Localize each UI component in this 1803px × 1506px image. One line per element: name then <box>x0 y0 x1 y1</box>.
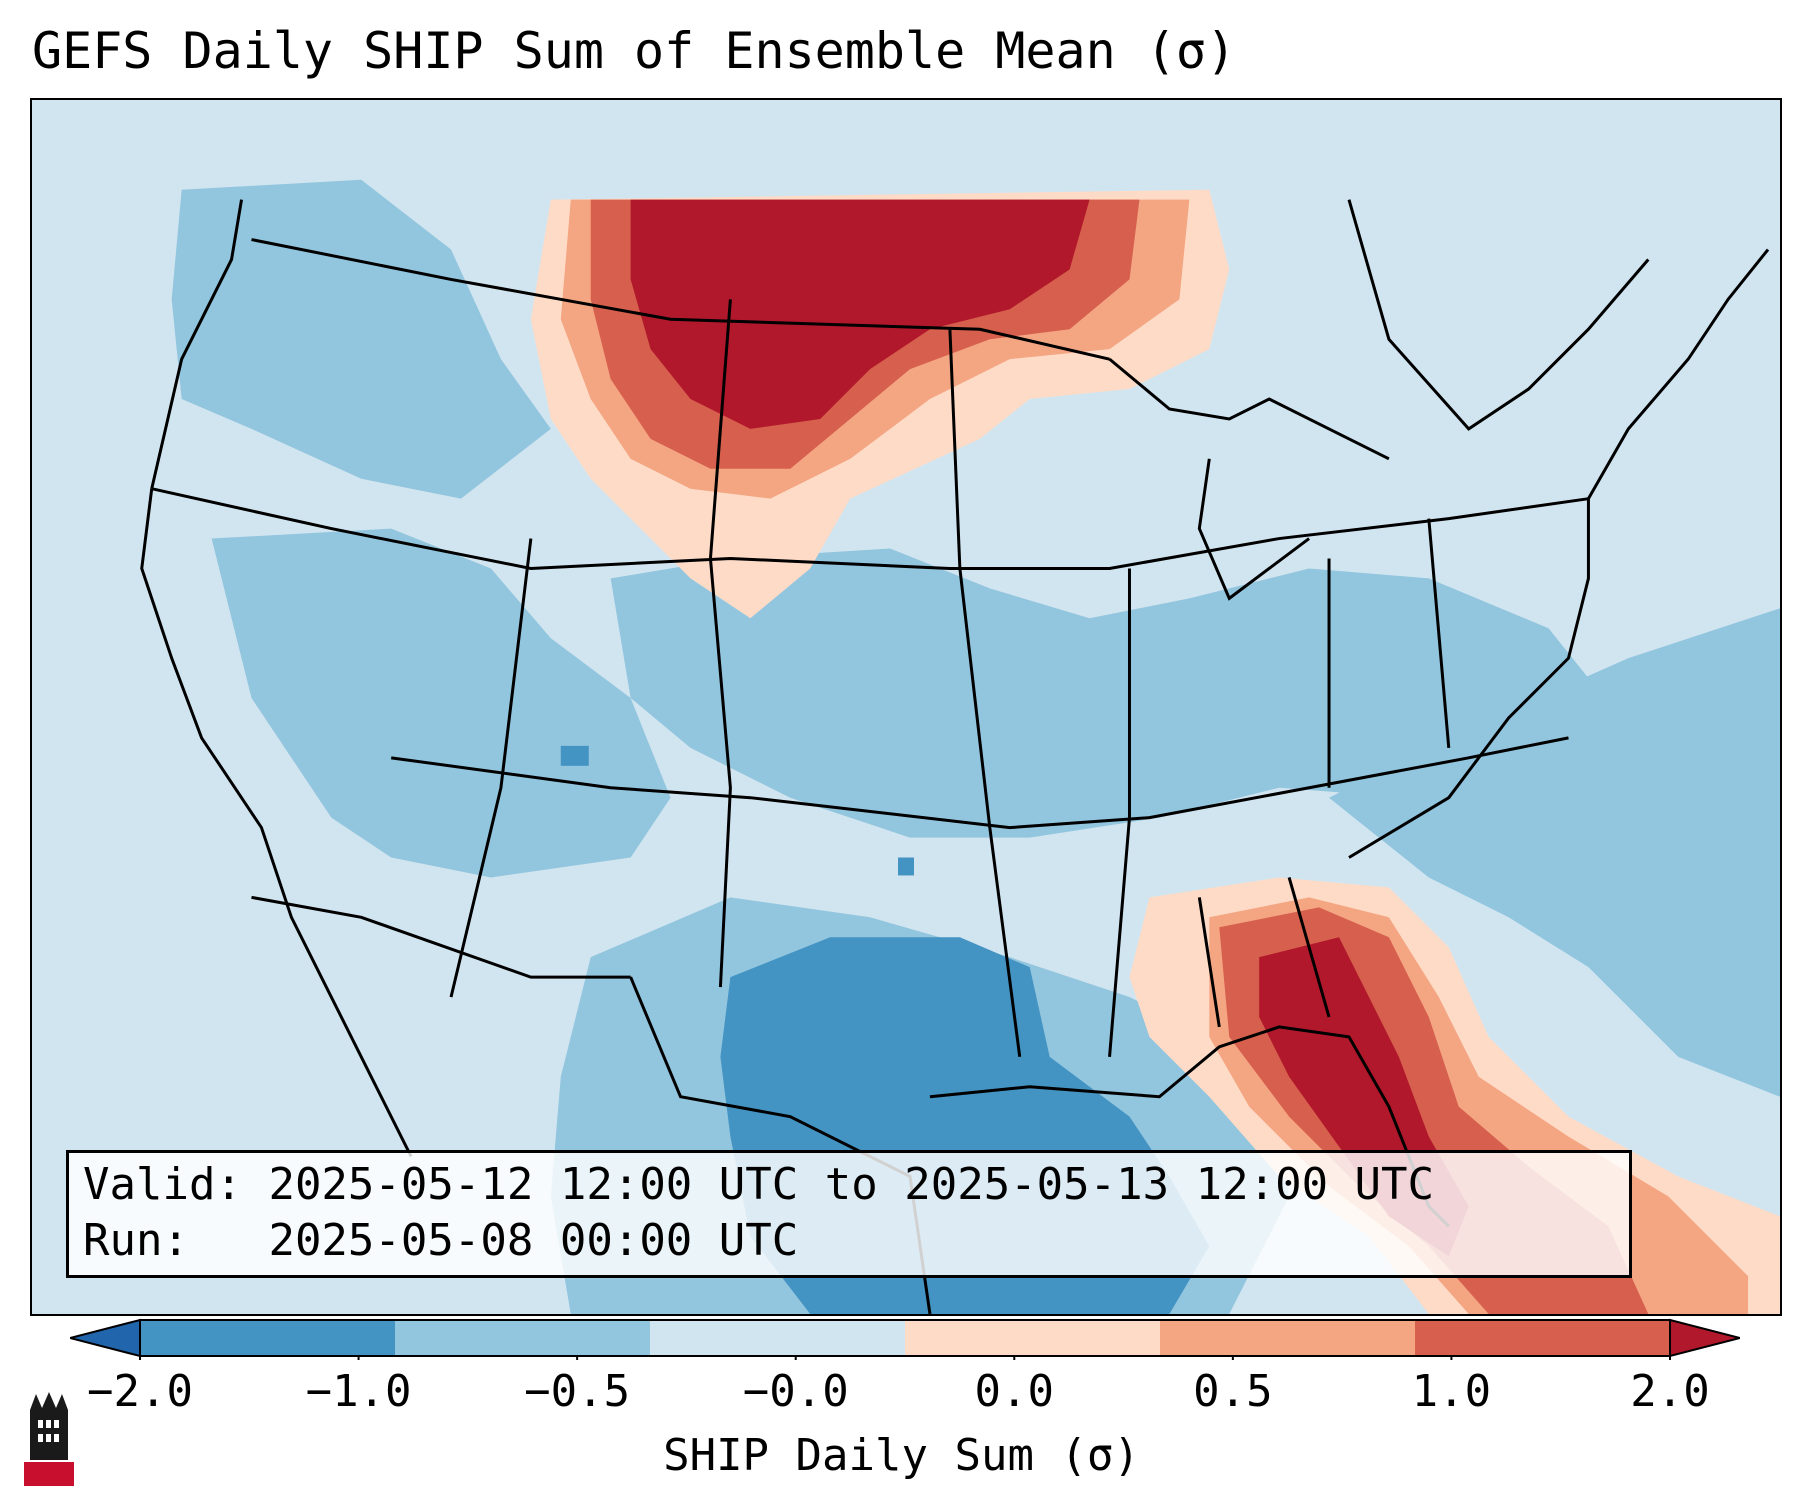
colorbar-tick-label: −0.5 <box>524 1366 631 1417</box>
info-box: Valid: 2025-05-12 12:00 UTC to 2025-05-1… <box>66 1150 1632 1278</box>
run-line: Run: 2025-05-08 00:00 UTC <box>83 1213 1629 1269</box>
map-panel <box>30 98 1782 1316</box>
colorbar-label: SHIP Daily Sum (σ) <box>663 1430 1140 1481</box>
colorbar-tick-label: −1.0 <box>305 1366 412 1417</box>
valid-value: 2025-05-12 12:00 UTC to 2025-05-13 12:00… <box>268 1159 1435 1210</box>
colorbar-tick-label: 2.0 <box>1630 1366 1710 1417</box>
map-canvas <box>32 100 1780 1314</box>
valid-label: Valid: <box>83 1159 242 1210</box>
colorbar-tick-label: 1.0 <box>1411 1366 1492 1417</box>
run-label: Run: <box>83 1215 189 1266</box>
colorbar-segment <box>650 1320 906 1356</box>
colorbar <box>70 1318 1740 1360</box>
page-title: GEFS Daily SHIP Sum of Ensemble Mean (σ) <box>32 22 1237 80</box>
colorbar-tick-label: −2.0 <box>87 1366 193 1417</box>
colorbar-segment <box>1160 1320 1416 1356</box>
colorbar-segment <box>395 1320 651 1356</box>
colorbar-tick-label: 0.5 <box>1193 1366 1273 1417</box>
colorbar-segment <box>905 1320 1161 1356</box>
colorbar-tick-label: 0.0 <box>974 1366 1055 1417</box>
colorbar-segment <box>140 1320 396 1356</box>
colorbar-frame <box>139 1319 1671 1357</box>
university-tower-icon <box>24 1392 74 1486</box>
valid-line: Valid: 2025-05-12 12:00 UTC to 2025-05-1… <box>83 1157 1629 1213</box>
colorbar-extend-high <box>1669 1318 1740 1358</box>
colorbar-extend-low <box>70 1318 141 1358</box>
colorbar-segment <box>1415 1320 1671 1356</box>
colorbar-tick-label: −0.0 <box>742 1366 849 1417</box>
run-value: 2025-05-08 00:00 UTC <box>268 1215 799 1266</box>
